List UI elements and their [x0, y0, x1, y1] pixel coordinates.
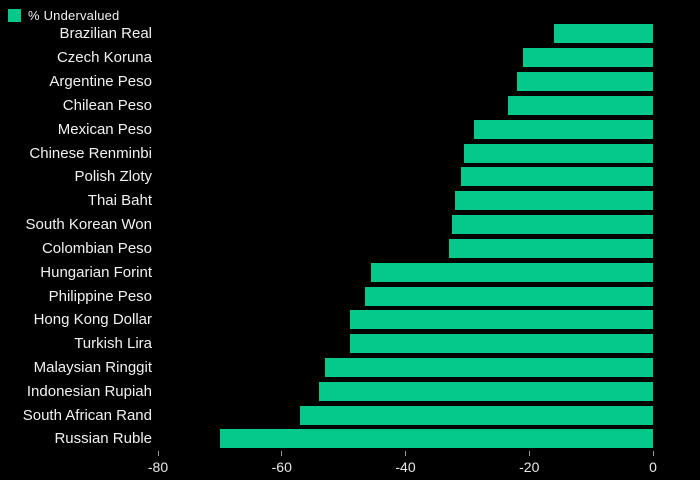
chart-row: Thai Baht [0, 189, 700, 213]
category-label: Hong Kong Dollar [33, 311, 152, 329]
plot-cell [158, 119, 653, 139]
category-label: South Korean Won [25, 216, 152, 234]
category-label: Brazilian Real [59, 25, 152, 43]
category-label: Turkish Lira [74, 335, 152, 353]
axis-tick-label: -20 [519, 459, 540, 475]
category-label: Philippine Peso [48, 287, 152, 305]
category-label: Czech Koruna [56, 49, 152, 67]
category-label: Argentine Peso [49, 73, 152, 91]
plot-cell [158, 24, 653, 44]
plot-cell [158, 48, 653, 68]
x-axis: -80 -60 -40 -20 0 [148, 451, 657, 479]
axis-tick [528, 451, 530, 456]
axis-tick-label: -40 [395, 459, 416, 475]
plot-cell [158, 72, 653, 92]
category-label: Russian Ruble [54, 430, 152, 448]
axis-tick [157, 451, 159, 456]
axis-tick [652, 451, 654, 456]
plot-cell [158, 215, 653, 235]
bar [349, 334, 653, 354]
chart-row: Brazilian Real [0, 22, 700, 46]
plot-cell [158, 286, 653, 306]
category-label: Mexican Peso [57, 120, 152, 138]
chart-row: Colombian Peso [0, 236, 700, 260]
chart-row: Malaysian Ringgit [0, 356, 700, 380]
bar [523, 48, 653, 68]
legend-swatch-icon [8, 8, 21, 22]
plot-cell [158, 334, 653, 354]
chart-row: South African Rand [0, 403, 700, 427]
plot-cell [158, 310, 653, 330]
chart-row: Indonesian Rupiah [0, 379, 700, 403]
bar [516, 72, 653, 92]
plot-cell [158, 167, 653, 187]
chart-row: Polish Zloty [0, 165, 700, 189]
chart-row: Turkish Lira [0, 332, 700, 356]
plot-cell [158, 358, 653, 377]
legend-label: % Undervalued [28, 7, 120, 23]
chart-row: Chilean Peso [0, 93, 700, 117]
chart-row: Hungarian Forint [0, 260, 700, 284]
chart-row: South Korean Won [0, 213, 700, 237]
chart-row: Philippine Peso [0, 284, 700, 308]
bar [349, 310, 653, 330]
axis-tick-label: 0 [649, 459, 657, 475]
plot-cell [158, 262, 653, 282]
bar [219, 429, 653, 449]
plot-cell [158, 191, 653, 211]
plot-cell [158, 405, 653, 425]
category-label: Hungarian Forint [40, 263, 152, 281]
axis-tick-label: -80 [147, 459, 169, 475]
category-label: Indonesian Rupiah [26, 382, 152, 400]
category-label: Chinese Renminbi [29, 144, 152, 162]
chart-row: Argentine Peso [0, 70, 700, 94]
chart-row: Czech Koruna [0, 46, 700, 70]
category-label: Malaysian Ringgit [33, 359, 152, 376]
bar [507, 95, 653, 115]
category-label: South African Rand [22, 406, 152, 424]
chart-row: Hong Kong Dollar [0, 308, 700, 332]
bar [300, 405, 653, 425]
bar-rows: Brazilian Real Czech Koruna Argentine Peso… [0, 22, 700, 451]
category-label: Polish Zloty [74, 168, 152, 186]
plot-cell [158, 238, 653, 258]
bar [371, 262, 653, 282]
bar [461, 167, 653, 187]
axis-tick [281, 451, 283, 456]
bar [451, 215, 653, 235]
category-label: Colombian Peso [41, 239, 152, 257]
plot-cell [158, 95, 653, 115]
plot-cell [158, 143, 653, 163]
category-label: Chilean Peso [62, 96, 152, 114]
chart-row: Russian Ruble [0, 427, 700, 451]
plot-cell [158, 429, 653, 449]
category-label: Thai Baht [87, 192, 152, 210]
chart-row: Mexican Peso [0, 117, 700, 141]
axis-tick [405, 451, 406, 456]
bar [448, 238, 653, 258]
bar [325, 358, 653, 377]
bar [554, 24, 653, 44]
plot-cell [158, 381, 653, 401]
bar [365, 286, 653, 306]
legend: % Undervalued [8, 7, 120, 23]
bar [464, 143, 653, 163]
chart-row: Chinese Renminbi [0, 141, 700, 165]
bar [318, 381, 653, 401]
bar [473, 119, 653, 139]
bar [455, 191, 653, 211]
axis-tick-label: -60 [271, 459, 292, 475]
